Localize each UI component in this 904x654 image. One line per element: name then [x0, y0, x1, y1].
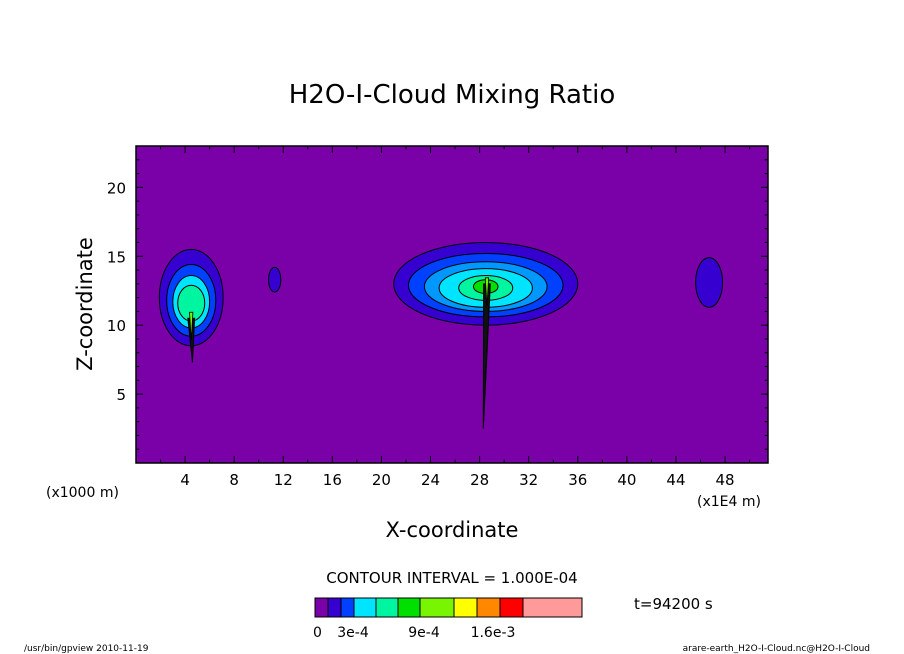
colorbar-bin	[314, 597, 329, 618]
contour-region-right-cloud	[695, 257, 724, 308]
x-tick-label: 48	[716, 471, 735, 489]
y-tick-label: 10	[107, 317, 126, 335]
colorbar-bin	[453, 597, 478, 618]
contour-layer	[158, 241, 724, 429]
time-label: t=94200 s	[634, 595, 713, 613]
x-tick-label: 40	[617, 471, 636, 489]
colorbar-bin	[327, 597, 342, 618]
contour-region-left-cloud	[158, 248, 224, 347]
left-spike-core	[189, 311, 194, 341]
x-tick-label: 8	[229, 471, 239, 489]
y-tick-label: 15	[107, 248, 126, 266]
x-tick-label: 24	[421, 471, 440, 489]
x-axis-label: X-coordinate	[386, 518, 519, 542]
footer-left: /usr/bin/gpview 2010-11-19	[24, 644, 149, 654]
colorbar-label: 0	[313, 625, 322, 641]
colorbar-bin	[340, 597, 355, 618]
contour-level-1	[695, 257, 724, 308]
colorbar-label: 1.6e-3	[471, 625, 516, 641]
x-unit-left: (x1000 m)	[46, 485, 119, 501]
x-tick-label: 4	[180, 471, 190, 489]
y-axis-label: Z-coordinate	[73, 237, 97, 371]
footer-right: arare-earth_H2O-I-Cloud.nc@H2O-I-Cloud	[683, 644, 870, 654]
x-tick-label: 28	[470, 471, 489, 489]
colorbar-bin	[522, 597, 583, 618]
contour-region-small-cloud	[268, 266, 282, 293]
central-spike-core	[484, 277, 490, 306]
colorbar-bin	[476, 597, 501, 618]
colorbar-bin	[375, 597, 399, 618]
chart-title: H2O-I-Cloud Mixing Ratio	[289, 80, 616, 110]
colorbar-labels: 0 3e-4 9e-4 1.6e-3	[313, 625, 515, 641]
x-tick-label: 12	[274, 471, 293, 489]
y-tick-label: 20	[107, 179, 126, 197]
colorbar-label: 9e-4	[408, 625, 440, 641]
colorbar-bin	[397, 597, 421, 618]
x-unit-right: (x1E4 m)	[697, 494, 761, 510]
plot-frame	[135, 145, 769, 464]
x-tick-label: 44	[666, 471, 685, 489]
colorbar-label: 3e-4	[337, 625, 369, 641]
x-tick-label: 16	[323, 471, 342, 489]
colorbar-bin	[353, 597, 377, 618]
colorbar-bin	[499, 597, 524, 618]
colorbar-bin	[419, 597, 455, 618]
colorbar	[314, 597, 583, 618]
y-tick-label: 5	[116, 386, 126, 404]
contour-interval: CONTOUR INTERVAL = 1.000E-04	[326, 569, 577, 587]
x-tick-label: 20	[372, 471, 391, 489]
contour-level-1	[268, 266, 282, 293]
x-tick-label: 36	[568, 471, 587, 489]
x-tick-label: 32	[519, 471, 538, 489]
